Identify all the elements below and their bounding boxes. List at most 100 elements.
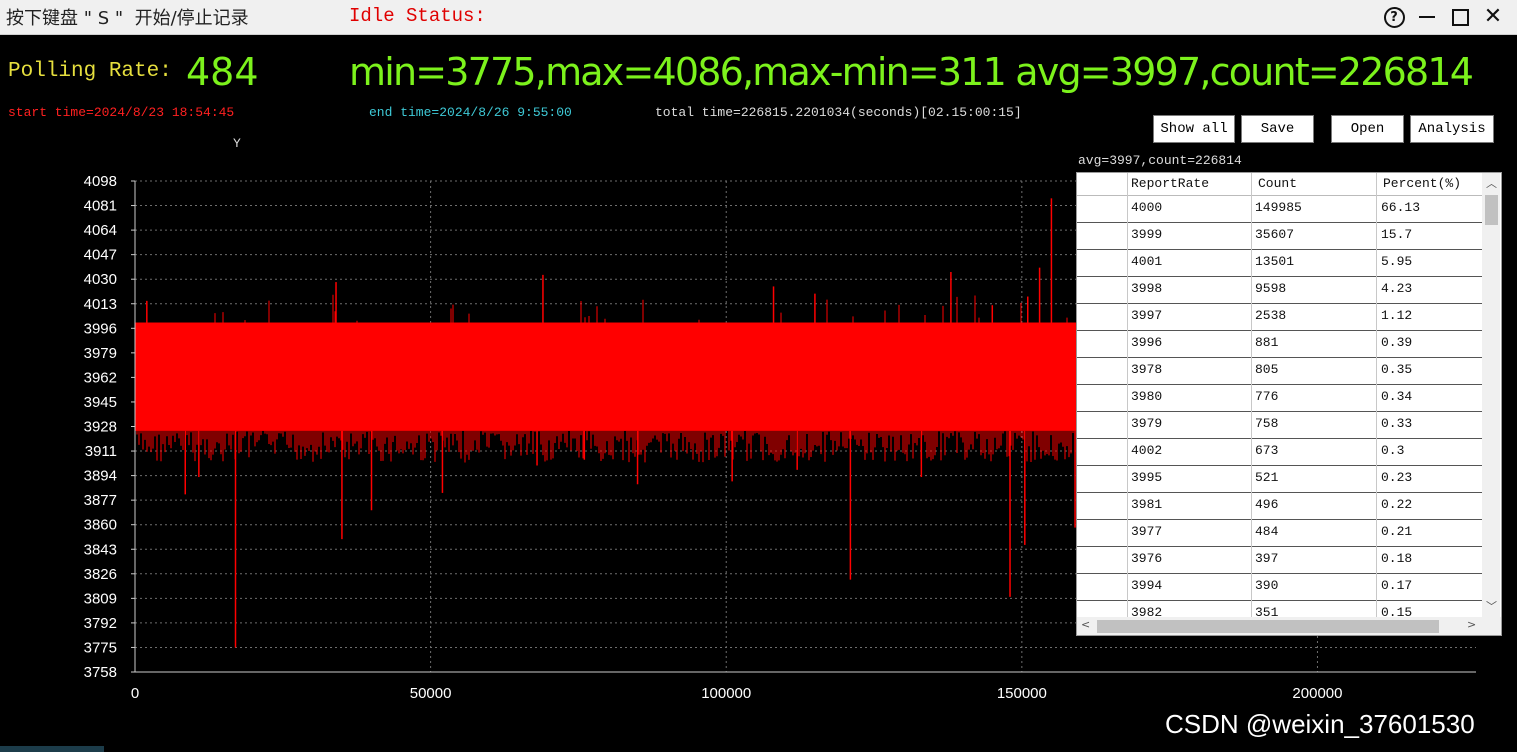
column-header-count[interactable]: Count (1258, 176, 1298, 191)
table-row[interactable]: 3976 397 0.18 (1077, 546, 1482, 574)
table-row[interactable]: 3979 758 0.33 (1077, 411, 1482, 439)
cell-percent: 0.23 (1381, 470, 1413, 485)
open-button[interactable]: Open (1331, 115, 1404, 143)
vertical-scrollbar[interactable]: ︿ ﹀ (1482, 173, 1500, 617)
cell-count: 149985 (1255, 200, 1302, 215)
y-tick-label: 3792 (84, 615, 117, 632)
cell-count: 805 (1255, 362, 1279, 377)
table-row[interactable]: 3978 805 0.35 (1077, 357, 1482, 385)
cell-reportrate: 4001 (1131, 254, 1163, 269)
table-row[interactable]: 3996 881 0.39 (1077, 330, 1482, 358)
cell-percent: 0.3 (1381, 443, 1405, 458)
y-tick-label: 4047 (84, 247, 117, 264)
vertical-scroll-thumb[interactable] (1485, 195, 1498, 225)
close-icon: ✕ (1483, 4, 1503, 29)
scroll-down-icon[interactable]: ﹀ (1486, 600, 1497, 613)
horizontal-scroll-thumb[interactable] (1097, 620, 1439, 633)
start-time: start time=2024/8/23 18:54:45 (8, 105, 235, 120)
title-bar: 按下键盘 " S " 开始/停止记录 Idle Status: ? ✕ (0, 0, 1517, 35)
table-row[interactable]: 3994 390 0.17 (1077, 573, 1482, 601)
cell-percent: 0.18 (1381, 551, 1413, 566)
horizontal-scrollbar[interactable]: < > (1077, 617, 1501, 635)
table-row[interactable]: 3999 35607 15.7 (1077, 222, 1482, 250)
watermark: CSDN @weixin_37601530 (1165, 709, 1475, 739)
y-tick-label: 3996 (84, 320, 117, 337)
cell-percent: 4.23 (1381, 281, 1413, 296)
help-icon: ? (1383, 6, 1405, 28)
cell-reportrate: 3994 (1131, 578, 1163, 593)
table-row[interactable]: 3998 9598 4.23 (1077, 276, 1482, 304)
y-tick-label: 4030 (84, 271, 117, 288)
table-row[interactable]: 3977 484 0.21 (1077, 519, 1482, 547)
close-button[interactable]: ✕ (1482, 6, 1504, 28)
x-tick-label: 150000 (997, 685, 1047, 702)
minimize-button[interactable] (1416, 6, 1438, 28)
stats-summary: min=3775,max=4086,max-min=311 avg=3997,c… (349, 50, 1474, 94)
cell-percent: 0.22 (1381, 497, 1413, 512)
column-divider (1251, 173, 1252, 618)
cell-percent: 0.15 (1381, 605, 1413, 620)
cell-reportrate: 4002 (1131, 443, 1163, 458)
cell-reportrate: 3995 (1131, 470, 1163, 485)
cell-percent: 0.33 (1381, 416, 1413, 431)
cell-count: 35607 (1255, 227, 1295, 242)
cell-reportrate: 3999 (1131, 227, 1163, 242)
cell-count: 496 (1255, 497, 1279, 512)
table-row[interactable]: 4001 13501 5.95 (1077, 249, 1482, 277)
x-tick-label: 200000 (1292, 685, 1342, 702)
y-tick-label: 3945 (84, 394, 117, 411)
column-header-reportrate[interactable]: ReportRate (1131, 176, 1210, 191)
cell-reportrate: 3982 (1131, 605, 1163, 620)
y-tick-label: 4064 (84, 222, 117, 239)
column-header-percent[interactable]: Percent(%) (1383, 176, 1462, 191)
cell-reportrate: 3978 (1131, 362, 1163, 377)
x-tick-label: 100000 (701, 685, 751, 702)
cell-reportrate: 3977 (1131, 524, 1163, 539)
x-tick-label: 0 (131, 685, 139, 702)
polling-rate-value: 484 (186, 50, 259, 94)
cell-count: 2538 (1255, 308, 1287, 323)
scroll-up-icon[interactable]: ︿ (1486, 177, 1497, 190)
y-tick-label: 3962 (84, 369, 117, 386)
cell-count: 776 (1255, 389, 1279, 404)
table-row[interactable]: 4000 149985 66.13 (1077, 195, 1482, 223)
y-tick-label: 3843 (84, 541, 117, 558)
cell-reportrate: 3998 (1131, 281, 1163, 296)
y-tick-label: 4081 (84, 198, 117, 215)
cell-count: 13501 (1255, 254, 1295, 269)
y-tick-label: 3826 (84, 566, 117, 583)
minimize-icon (1419, 16, 1435, 18)
y-tick-label: 3979 (84, 345, 117, 362)
cell-count: 673 (1255, 443, 1279, 458)
table-row[interactable]: 4002 673 0.3 (1077, 438, 1482, 466)
show-all-button[interactable]: Show all (1153, 115, 1235, 143)
distribution-table[interactable]: ReportRate Count Percent(%) 4000 149985 66… (1076, 172, 1502, 636)
cell-count: 9598 (1255, 281, 1287, 296)
cell-percent: 66.13 (1381, 200, 1421, 215)
cell-percent: 5.95 (1381, 254, 1413, 269)
polling-rate-chart[interactable]: 4098 4081 4064 4047 4030 4013 3996 3979 3962 3945… (0, 160, 1517, 710)
scroll-left-icon[interactable]: < (1081, 618, 1091, 631)
cell-reportrate: 3980 (1131, 389, 1163, 404)
table-row[interactable]: 3980 776 0.34 (1077, 384, 1482, 412)
y-tick-label: 3894 (84, 468, 117, 485)
cell-percent: 0.21 (1381, 524, 1413, 539)
status-label: Idle Status: (349, 5, 486, 27)
cell-percent: 0.39 (1381, 335, 1413, 350)
table-row[interactable]: 3995 521 0.23 (1077, 465, 1482, 493)
cell-count: 484 (1255, 524, 1279, 539)
table-header: ReportRate Count Percent(%) (1077, 173, 1482, 196)
table-row[interactable]: 3997 2538 1.12 (1077, 303, 1482, 331)
help-button[interactable]: ? (1383, 6, 1405, 28)
cell-reportrate: 3996 (1131, 335, 1163, 350)
cell-count: 521 (1255, 470, 1279, 485)
scroll-right-icon[interactable]: > (1467, 618, 1477, 631)
x-tick-label: 50000 (410, 685, 452, 702)
cell-count: 758 (1255, 416, 1279, 431)
maximize-button[interactable] (1449, 6, 1471, 28)
analysis-button[interactable]: Analysis (1410, 115, 1494, 143)
cell-reportrate: 3997 (1131, 308, 1163, 323)
save-button[interactable]: Save (1241, 115, 1314, 143)
y-axis-title: Y (233, 136, 241, 151)
table-row[interactable]: 3981 496 0.22 (1077, 492, 1482, 520)
